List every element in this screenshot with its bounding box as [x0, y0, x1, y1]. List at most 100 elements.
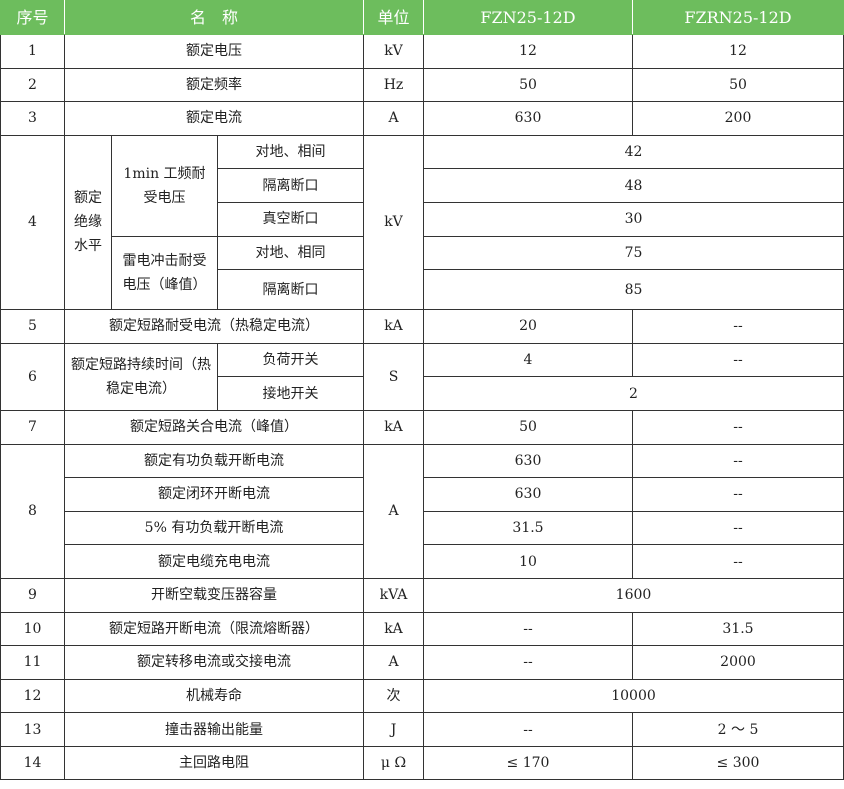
table-row: 13 撞击器输出能量 J -- 2 ～ 5 — [0, 712, 844, 747]
row-value2: -- — [632, 510, 844, 546]
row-name: 额定短路耐受电流（热稳定电流） — [64, 309, 364, 344]
row-value: 75 — [423, 235, 844, 271]
table-row: 6 额定短路持续时间（热稳定电流） 负荷开关 S 4 -- — [0, 342, 844, 411]
row-no: 4 — [0, 134, 65, 311]
row-value1: 630 — [423, 477, 633, 512]
table-row: 5% 有功负载开断电流 31.5 -- — [1, 510, 844, 546]
row-no: 5 — [0, 309, 65, 344]
row-no: 14 — [0, 745, 65, 781]
row-name: 额定闭环开断电流 — [64, 477, 364, 512]
row-unit: A — [363, 101, 424, 136]
row-value2: -- — [632, 544, 844, 579]
row-value: 42 — [423, 134, 844, 170]
row-value2: -- — [632, 309, 844, 344]
row-no: 6 — [0, 342, 65, 411]
table-row: 7 额定短路关合电流（峰值） kA 50 -- — [0, 409, 844, 445]
row-unit: S — [363, 342, 424, 411]
sub-label: 接地开关 — [217, 376, 364, 411]
header-model2: FZRN25-12D — [632, 0, 844, 35]
row-value1: ≤ 170 — [423, 745, 633, 781]
sub-label: 对地、相同 — [217, 235, 364, 271]
row-value2: -- — [632, 443, 844, 479]
row-value2: 31.5 — [632, 611, 844, 647]
row-value1: 630 — [423, 101, 633, 136]
table-row: 4 额定绝缘水平 1min 工频耐受电压 对地、相间 kV 42 — [0, 134, 844, 311]
row-value1: 10 — [423, 544, 633, 579]
row-name: 机械寿命 — [64, 678, 364, 714]
header-name: 名 称 — [64, 0, 364, 35]
row-name: 5% 有功负载开断电流 — [64, 510, 364, 546]
table-row: 10 额定短路开断电流（限流熔断器） kA -- 31.5 — [0, 611, 844, 647]
row-value2: 12 — [632, 34, 844, 69]
row-unit: 次 — [363, 678, 424, 714]
table-row: 9 开断空载变压器容量 kVA 1600 — [0, 577, 844, 613]
row-value1: 50 — [423, 409, 633, 445]
row-name: 主回路电阻 — [64, 745, 364, 781]
table-row: 3 额定电流 A 630 200 — [0, 101, 844, 136]
table-row: 额定电缆充电电流 10 -- — [1, 544, 844, 579]
row-value: 1600 — [423, 577, 844, 613]
row-value1: 4 — [423, 342, 633, 378]
row-name: 额定有功负载开断电流 — [64, 443, 364, 479]
sub-label: 负荷开关 — [217, 342, 364, 378]
row-name: 额定电缆充电电流 — [64, 544, 364, 579]
row-value: 48 — [423, 168, 844, 203]
row-unit: kV — [363, 134, 424, 311]
table-row: 隔离断口 48 — [1, 168, 844, 203]
row-value2: -- — [632, 342, 844, 378]
row-no: 10 — [0, 611, 65, 647]
row-no: 9 — [0, 577, 65, 613]
table-row: 额定闭环开断电流 630 -- — [1, 477, 844, 512]
row-unit: kA — [363, 409, 424, 445]
header-row: 序号 名 称 单位 FZN25-12D FZRN25-12D — [0, 0, 844, 35]
row-unit: μ Ω — [363, 745, 424, 781]
table-row: 12 机械寿命 次 10000 — [0, 678, 844, 714]
table-row: 11 额定转移电流或交接电流 A -- 2000 — [0, 645, 844, 680]
row-value1: 31.5 — [423, 510, 633, 546]
row-unit: A — [363, 645, 424, 680]
row-name: 额定绝缘水平 — [64, 134, 112, 311]
row-name: 额定短路关合电流（峰值） — [64, 409, 364, 445]
table-row: 真空断口 30 — [1, 201, 844, 237]
row-unit: J — [363, 712, 424, 747]
row-name: 开断空载变压器容量 — [64, 577, 364, 613]
row-value1: -- — [423, 645, 633, 680]
sub-label: 对地、相间 — [217, 134, 364, 170]
group-label: 1min 工频耐受电压 — [111, 134, 218, 237]
row-value1: 12 — [423, 34, 633, 69]
row-no: 7 — [0, 409, 65, 445]
table-row: 8 额定有功负载开断电流 A 630 -- — [0, 443, 844, 579]
row-name: 撞击器输出能量 — [64, 712, 364, 747]
table-row: 14 主回路电阻 μ Ω ≤ 170 ≤ 300 — [0, 745, 844, 781]
row-value2: -- — [632, 477, 844, 512]
row-value1: 50 — [423, 67, 633, 103]
row-unit: kV — [363, 34, 424, 69]
row-value1: -- — [423, 611, 633, 647]
row-name: 额定频率 — [64, 67, 364, 103]
header-no: 序号 — [0, 0, 65, 35]
sub-label: 隔离断口 — [217, 168, 364, 203]
table-row: 接地开关 2 — [1, 376, 844, 411]
row-unit: Hz — [363, 67, 424, 103]
row-no: 3 — [0, 101, 65, 136]
row-unit: A — [363, 443, 424, 579]
row-no: 8 — [0, 443, 65, 579]
row-name: 额定转移电流或交接电流 — [64, 645, 364, 680]
row-value: 85 — [423, 269, 844, 311]
row-no: 11 — [0, 645, 65, 680]
row-value2: 2 ～ 5 — [632, 712, 844, 747]
row-value: 10000 — [423, 678, 844, 714]
row-value2: 2000 — [632, 645, 844, 680]
row-unit: kA — [363, 611, 424, 647]
table-row: 5 额定短路耐受电流（热稳定电流） kA 20 -- — [0, 309, 844, 344]
row-unit: kA — [363, 309, 424, 344]
header-model1: FZN25-12D — [423, 0, 633, 35]
row-value2: ≤ 300 — [632, 745, 844, 781]
table-row: 隔离断口 85 — [1, 269, 844, 311]
row-no: 1 — [0, 34, 65, 69]
row-value1: 630 — [423, 443, 633, 479]
row-value2: 200 — [632, 101, 844, 136]
row-no: 2 — [0, 67, 65, 103]
sub-label: 真空断口 — [217, 201, 364, 237]
row-name: 额定电压 — [64, 34, 364, 69]
